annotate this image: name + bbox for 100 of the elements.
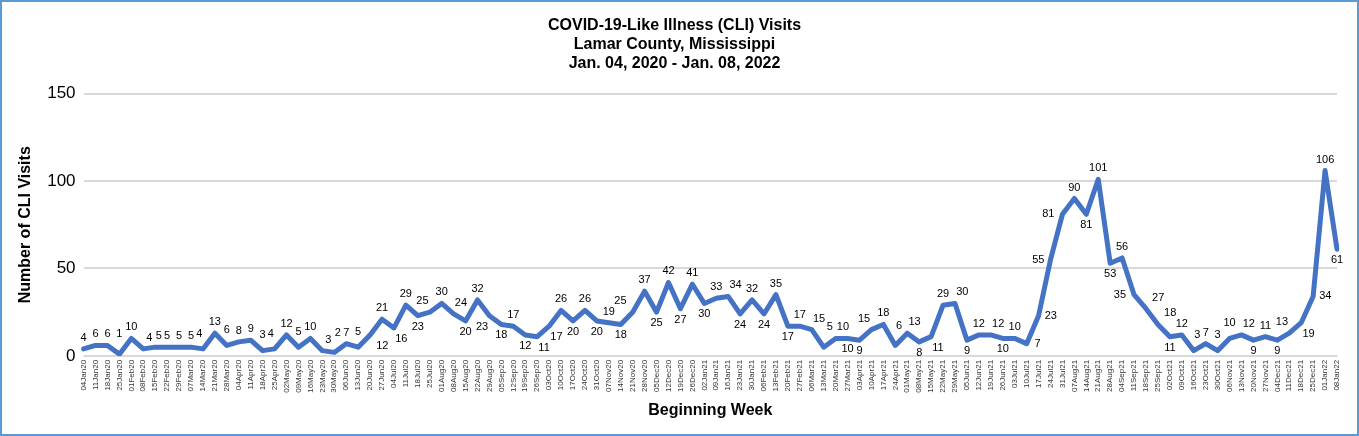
data-label: 15 xyxy=(812,311,826,324)
x-tick-label: 30Oct21 xyxy=(1212,359,1222,391)
x-tick-label: 17Oct20 xyxy=(568,359,578,391)
x-tick-label: 08Feb20 xyxy=(138,359,148,392)
data-label: 35 xyxy=(769,276,783,289)
x-tick-label: 27Nov21 xyxy=(1260,359,1270,392)
x-tick-label: 15Aug20 xyxy=(460,359,470,392)
data-label: 5 xyxy=(295,324,302,337)
x-tick-label: 24Apr21 xyxy=(890,359,900,391)
x-tick-label: 28Mar20 xyxy=(222,359,232,392)
x-tick-label: 09May20 xyxy=(293,359,303,393)
data-label: 11 xyxy=(1259,318,1272,331)
x-tick-label: 16May20 xyxy=(305,359,315,393)
data-label: 29 xyxy=(936,287,950,300)
data-label: 6 xyxy=(104,327,111,340)
x-tick-label: 18Apr20 xyxy=(257,359,267,391)
data-label: 17 xyxy=(793,308,806,321)
x-tick-label: 01Feb20 xyxy=(126,359,136,392)
data-label: 16 xyxy=(395,331,408,344)
x-tick-label: 16Oct21 xyxy=(1188,359,1198,391)
data-label: 9 xyxy=(1274,344,1281,357)
data-label: 30 xyxy=(956,285,969,298)
x-tick-label: 31Jul21 xyxy=(1057,359,1067,388)
x-tick-label: 20Mar21 xyxy=(830,359,840,392)
x-tick-label: 11Apr20 xyxy=(245,359,255,390)
x-tick-label: 17Jul21 xyxy=(1033,359,1043,388)
data-label: 26 xyxy=(554,292,568,305)
x-tick-label: 29Feb20 xyxy=(174,359,184,392)
data-label: 2 xyxy=(334,325,341,338)
data-label: 106 xyxy=(1315,152,1335,165)
data-label: 24 xyxy=(757,317,771,330)
data-label: 34 xyxy=(729,278,742,291)
x-tick-label: 18Jul20 xyxy=(413,359,423,388)
data-label: 20 xyxy=(590,324,603,337)
x-tick-label: 11Jan20 xyxy=(90,359,100,390)
data-label: 18 xyxy=(495,328,508,341)
data-label: 34 xyxy=(1319,289,1332,302)
data-label: 81 xyxy=(1080,218,1093,231)
x-tick-label: 05Jun21 xyxy=(962,359,972,391)
data-label: 1 xyxy=(116,327,123,340)
x-tick-label: 07Nov20 xyxy=(604,359,614,392)
data-label: 35 xyxy=(1113,287,1127,300)
data-label: 15 xyxy=(857,311,871,324)
data-label: 5 xyxy=(187,329,195,342)
x-tick-label: 15Feb20 xyxy=(150,359,160,392)
x-tick-label: 25Jan20 xyxy=(114,359,124,391)
x-tick-label: 03Jul21 xyxy=(1009,359,1019,388)
x-tick-label: 20Nov21 xyxy=(1248,359,1258,392)
data-label: 18 xyxy=(1164,306,1177,319)
x-tick-label: 12Jun21 xyxy=(974,359,984,391)
data-label: 9 xyxy=(1250,344,1257,357)
x-tick-label: 25Sep21 xyxy=(1153,359,1163,392)
x-tick-label: 22May21 xyxy=(938,359,948,393)
x-tick-label: 26Dec20 xyxy=(687,359,697,392)
x-tick-label: 26Jun21 xyxy=(997,359,1007,391)
x-tick-label: 04Apr20 xyxy=(233,359,243,391)
data-label: 12 xyxy=(519,338,532,351)
data-label: 12 xyxy=(1242,316,1255,329)
x-tick-label: 10Jul21 xyxy=(1021,359,1031,388)
x-tick-label: 22Feb20 xyxy=(162,359,172,392)
data-label: 4 xyxy=(196,326,203,339)
x-tick-label: 04Jul20 xyxy=(389,359,399,388)
x-tick-label: 16Jan21 xyxy=(723,359,733,391)
chart-title: COVID-19-Like Illness (CLI) Visits Lamar County, Mississippi Jan. 04, 2020 - Jan. 08, 2022 xyxy=(547,16,802,72)
x-tick-label: 06Nov21 xyxy=(1224,359,1234,392)
x-tick-label: 25Dec21 xyxy=(1308,359,1318,392)
x-tick-label: 20Jun20 xyxy=(365,359,375,391)
x-tick-label: 09Oct21 xyxy=(1177,359,1187,391)
data-label: 20 xyxy=(459,324,472,337)
data-label: 42 xyxy=(662,264,675,277)
data-label: 18 xyxy=(877,306,890,319)
x-tick-label: 06Jun20 xyxy=(341,359,351,391)
x-tick-label: 14Nov20 xyxy=(615,359,625,392)
x-tick-label: 19Dec20 xyxy=(675,359,685,392)
data-label: 33 xyxy=(710,280,723,293)
data-label: 11 xyxy=(538,340,550,353)
x-tick-label: 13Jun20 xyxy=(353,359,363,391)
data-label: 9 xyxy=(247,322,254,335)
data-label: 10 xyxy=(996,342,1009,355)
x-tick-label: 24Oct20 xyxy=(580,359,590,391)
x-tick-label: 27Mar21 xyxy=(842,359,852,392)
data-label: 61 xyxy=(1330,253,1344,266)
data-label: 3 xyxy=(259,328,266,341)
data-label: 5 xyxy=(355,324,362,337)
data-label: 5 xyxy=(826,320,833,333)
x-tick-label: 24Jul21 xyxy=(1045,359,1055,388)
data-label: 25 xyxy=(650,316,663,329)
x-tick-label: 26Sep20 xyxy=(532,359,542,392)
x-tick-label: 23Jan21 xyxy=(735,359,745,391)
data-label: 6 xyxy=(223,323,230,336)
x-tick-label: 12Sep20 xyxy=(508,359,518,392)
data-label: 12 xyxy=(992,316,1005,329)
x-tick-label: 25Apr20 xyxy=(269,359,279,391)
data-label: 11 xyxy=(1164,340,1176,353)
x-tick-label: 18Sep21 xyxy=(1141,359,1151,392)
x-tick-label: 27Feb21 xyxy=(795,359,805,392)
x-tick-label: 19Sep20 xyxy=(520,359,530,392)
x-tick-label: 03Oct20 xyxy=(544,359,554,391)
data-label: 37 xyxy=(638,273,651,286)
data-label: 10 xyxy=(1223,316,1236,329)
